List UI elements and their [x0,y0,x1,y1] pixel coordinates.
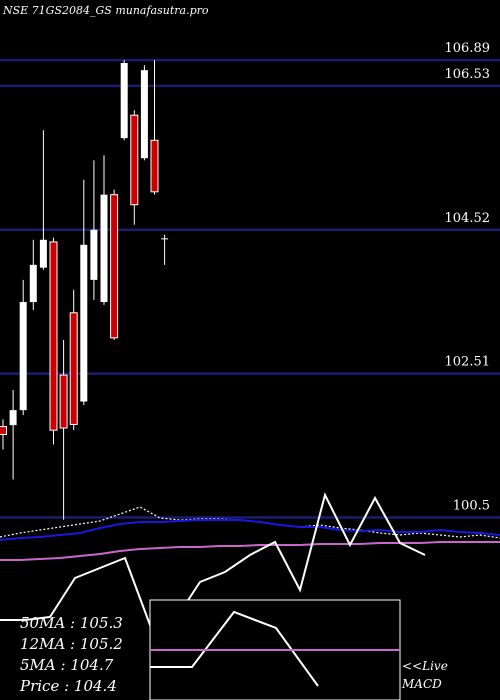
candle-body [19,302,27,411]
y-tick-label: 100.5 [453,498,490,513]
chart-title: NSE 71GS2084_GS munafasutra.pro [2,4,209,17]
ma-labels: 50MA : 105.3 12MA : 105.2 5MA : 104.7 Price… [19,614,123,695]
candle-body [150,139,159,193]
overlay-line [0,519,500,541]
candle-body [90,229,98,280]
y-tick-label: 102.51 [445,355,491,370]
candle-body [39,239,47,268]
ma-label: 12MA : 105.2 [20,635,123,653]
candle-body [9,410,17,426]
price-levels: 106.89 106.53 104.52 102.51 100.5 [0,41,500,519]
candle-body [100,194,108,303]
candle-body [69,312,78,425]
candle-body [130,114,139,206]
candle-body [29,264,37,303]
macd-label: MACD [401,677,442,691]
candle-body [0,426,7,435]
candle-body [49,241,58,431]
ma-label: Price : 104.4 [19,677,117,695]
y-tick-label: 106.89 [445,41,491,56]
live-label: <<Live [402,659,448,673]
macd [150,610,400,687]
candle-body [161,238,169,240]
y-tick-label: 104.52 [445,211,491,226]
candle-body [59,374,68,429]
candles [0,60,169,520]
candle-body [120,62,128,139]
candle-body [80,244,88,402]
y-tick-label: 106.53 [445,67,491,82]
overlay-line [0,541,500,561]
overlay-line [0,492,426,627]
candle-body [110,194,119,339]
ma-label: 50MA : 105.3 [20,614,123,632]
macd-line [150,610,319,687]
overlays [0,492,500,627]
ma-label: 5MA : 104.7 [20,656,114,674]
candle-body [140,70,148,159]
